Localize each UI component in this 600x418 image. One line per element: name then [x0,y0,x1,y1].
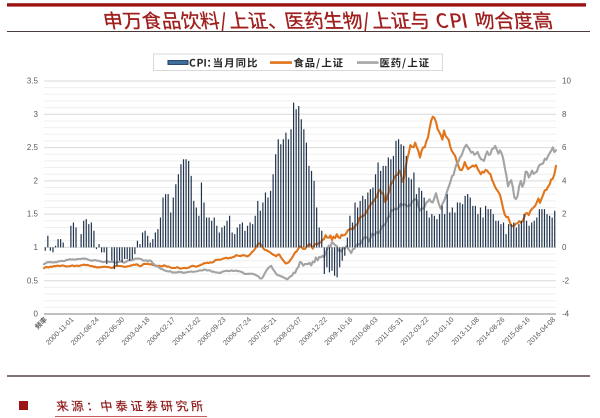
svg-text:10: 10 [562,77,571,86]
svg-text:2: 2 [562,210,567,219]
svg-text:2: 2 [34,177,39,186]
svg-text:3.5: 3.5 [27,77,39,86]
svg-text:2.5: 2.5 [27,143,39,152]
svg-text:1: 1 [34,243,39,252]
svg-text:0.5: 0.5 [27,276,39,285]
svg-text:3: 3 [34,110,39,119]
svg-text:-2: -2 [562,276,570,285]
svg-text:4: 4 [562,177,567,186]
svg-text:6: 6 [562,143,567,152]
svg-text:0: 0 [562,243,567,252]
svg-text:1.5: 1.5 [27,210,39,219]
svg-text:0: 0 [34,310,39,319]
svg-text:8: 8 [562,110,567,119]
svg-text:-4: -4 [562,310,570,319]
